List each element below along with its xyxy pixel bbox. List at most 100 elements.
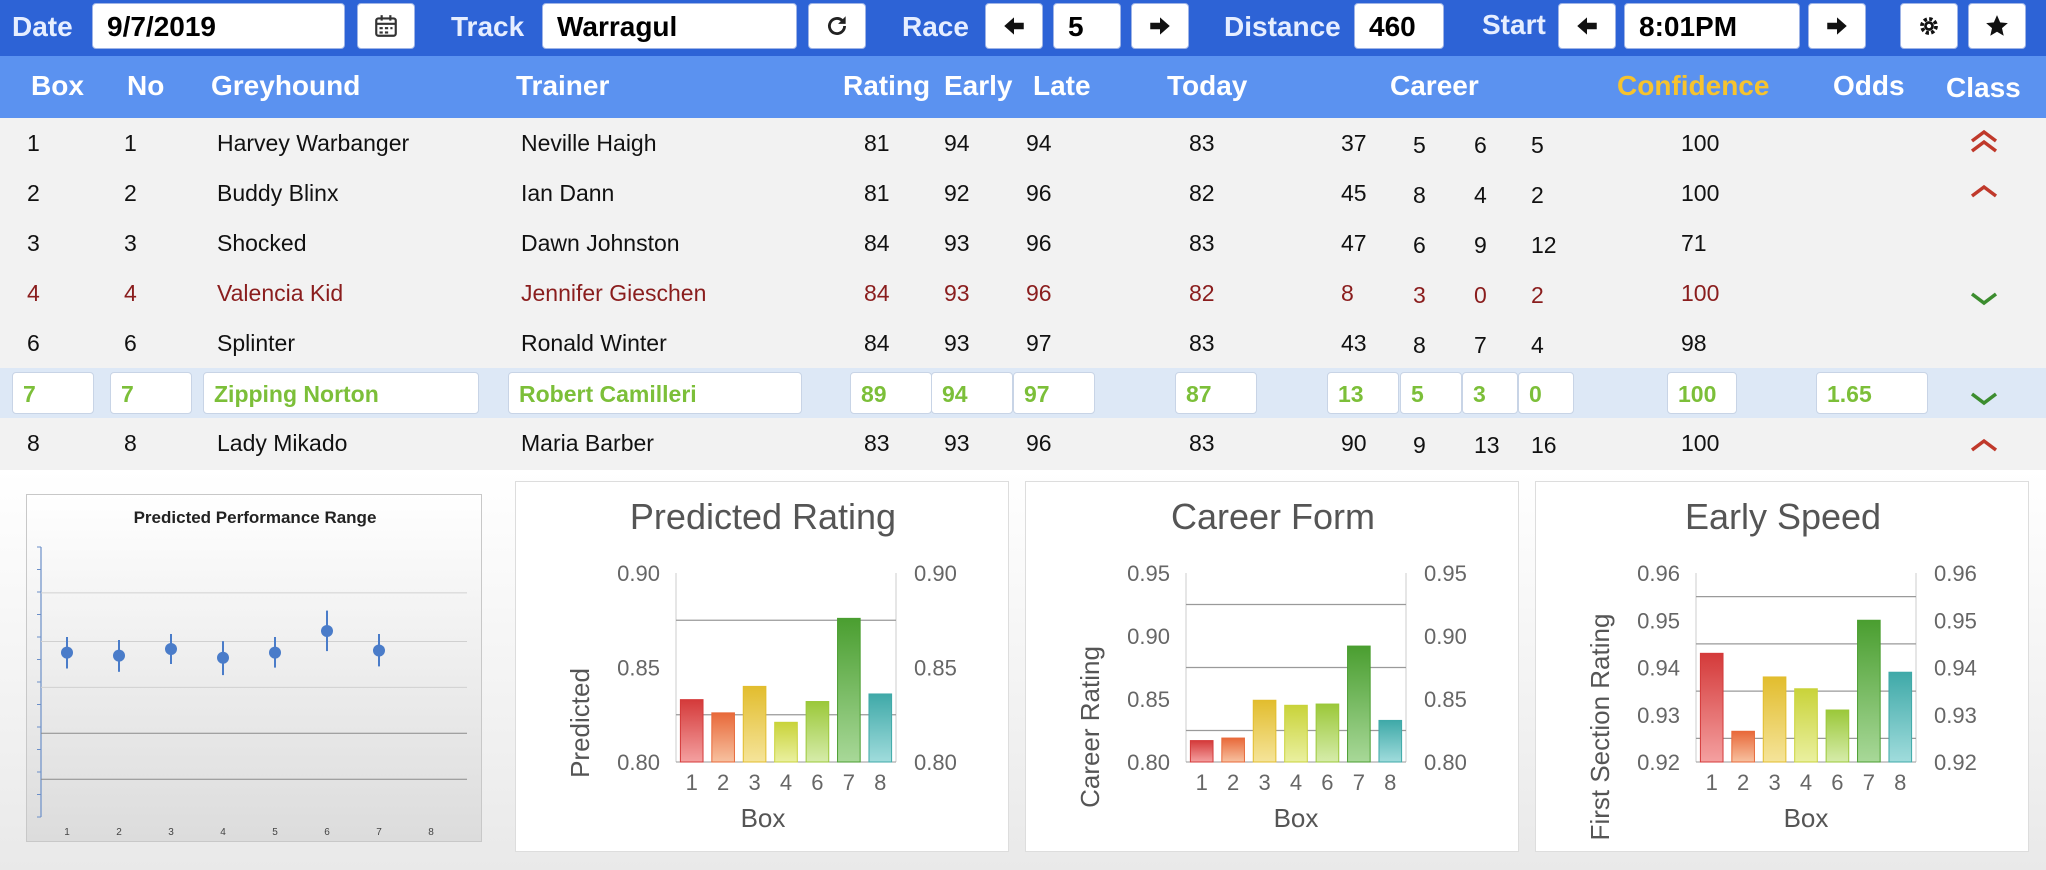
cell-career-3: 7	[1474, 332, 1487, 358]
cell-no: 8	[124, 430, 137, 456]
distance-field[interactable]: 460	[1354, 3, 1444, 49]
col-class[interactable]: Class	[1946, 72, 2021, 103]
x-axis-label: Box	[741, 803, 786, 833]
cell-career-1: 37	[1341, 130, 1367, 156]
x-tick-label: 7	[843, 770, 855, 795]
favorite-button[interactable]	[1968, 3, 2026, 49]
y-tick-label-right: 0.95	[1934, 608, 1977, 633]
cell-greyhound: Splinter	[217, 330, 295, 356]
col-trainer[interactable]: Trainer	[516, 70, 610, 101]
col-rating[interactable]: Rating	[843, 70, 931, 101]
start-prev-button[interactable]	[1558, 3, 1616, 49]
race-prev-button[interactable]	[985, 3, 1043, 49]
cell-no: 1	[124, 130, 137, 156]
x-tick-label: 7	[376, 827, 382, 838]
table-row[interactable]: 4 4 Valencia Kid Jennifer Gieschen 84 93…	[0, 268, 2046, 318]
start-field[interactable]: 8:01PM	[1624, 3, 1800, 49]
runners-table: 1 1 Harvey Warbanger Neville Haigh 81 94…	[0, 118, 2046, 470]
y-tick-label-left: 0.96	[1637, 561, 1680, 586]
x-tick-label: 7	[1863, 770, 1875, 795]
chart-title: Early Speed	[1685, 496, 1881, 537]
race-next-button[interactable]	[1131, 3, 1189, 49]
col-greyhound[interactable]: Greyhound	[211, 70, 361, 101]
cell-career-2[interactable]: 5	[1400, 372, 1462, 414]
cell-career-1[interactable]: 13	[1327, 372, 1399, 414]
track-field[interactable]: Warragul	[542, 3, 797, 49]
table-row-selected[interactable]: 7 7 Zipping Norton Robert Camilleri 89 9…	[0, 368, 2046, 418]
cell-today[interactable]: 87	[1175, 372, 1257, 414]
table-row[interactable]: 3 3 Shocked Dawn Johnston 84 93 96 83 47…	[0, 218, 2046, 268]
cell-career-4: 5	[1531, 132, 1544, 158]
cell-box[interactable]: 7	[12, 372, 94, 414]
cell-today: 83	[1189, 230, 1215, 256]
date-label: Date	[12, 11, 73, 42]
date-field[interactable]: 9/7/2019	[92, 3, 345, 49]
col-today[interactable]: Today	[1167, 70, 1248, 101]
class-down-icon	[1970, 292, 1998, 306]
y-tick-label-left: 0.90	[1127, 624, 1170, 649]
data-point	[269, 646, 281, 659]
cell-early[interactable]: 94	[931, 372, 1013, 414]
y-tick-label-right: 0.85	[914, 656, 957, 681]
cell-greyhound: Lady Mikado	[217, 430, 348, 456]
cell-no: 6	[124, 330, 137, 356]
settings-button[interactable]	[1900, 3, 1958, 49]
bar	[1315, 703, 1340, 763]
col-odds[interactable]: Odds	[1833, 70, 1905, 101]
y-tick-label-right: 0.80	[1424, 750, 1467, 775]
x-tick-label: 3	[1768, 770, 1780, 795]
cell-no: 2	[124, 180, 137, 206]
x-tick-label: 2	[1737, 770, 1749, 795]
x-tick-label: 3	[748, 770, 760, 795]
bar	[1284, 704, 1308, 763]
col-confidence[interactable]: Confidence	[1617, 70, 1770, 101]
class-double-up-icon	[1970, 129, 1998, 153]
cell-career-4[interactable]: 0	[1518, 372, 1574, 414]
cell-confidence[interactable]: 100	[1667, 372, 1737, 414]
x-tick-label: 2	[1227, 770, 1239, 795]
col-no[interactable]: No	[127, 70, 165, 101]
x-tick-label: 4	[1290, 770, 1302, 795]
cell-no[interactable]: 7	[110, 372, 192, 414]
x-tick-label: 1	[64, 827, 70, 838]
start-next-button[interactable]	[1808, 3, 1866, 49]
cell-career-2: 8	[1413, 182, 1426, 208]
early-speed-plot: Early Speed Box First Section Rating 0.9…	[1585, 496, 1977, 840]
x-tick-label: 7	[1353, 770, 1365, 795]
cell-today: 82	[1189, 280, 1215, 306]
cell-box: 4	[27, 280, 40, 306]
cell-trainer[interactable]: Robert Camilleri	[508, 372, 802, 414]
plot-area: 0.92 0.92 0.93 0.93 0.94 0.94 0.95 0.95 0.96 0.96…	[1637, 561, 1977, 795]
cell-confidence: 100	[1681, 280, 1720, 306]
cell-career-4: 4	[1531, 332, 1544, 358]
data-point	[217, 651, 229, 664]
col-box[interactable]: Box	[31, 70, 84, 101]
cell-greyhound[interactable]: Zipping Norton	[203, 372, 479, 414]
race-field[interactable]: 5	[1053, 3, 1121, 49]
cell-career-1: 47	[1341, 230, 1367, 256]
cell-late[interactable]: 97	[1013, 372, 1095, 414]
arrow-right-icon	[1827, 17, 1847, 35]
cell-confidence: 98	[1681, 330, 1707, 356]
predicted-rating-plot: Predicted Rating Box Predicted 0.80 0.800…	[565, 496, 957, 833]
refresh-button[interactable]	[808, 3, 866, 49]
y-tick-label-left: 0.95	[1637, 608, 1680, 633]
table-row[interactable]: 2 2 Buddy Blinx Ian Dann 81 92 96 82 45 …	[0, 168, 2046, 218]
cell-career-3[interactable]: 3	[1462, 372, 1518, 414]
cell-today: 83	[1189, 330, 1215, 356]
y-tick-label-right: 0.93	[1934, 703, 1977, 728]
col-career[interactable]: Career	[1390, 70, 1479, 101]
table-row[interactable]: 1 1 Harvey Warbanger Neville Haigh 81 94…	[0, 118, 2046, 168]
early-speed-chart: Early Speed Box First Section Rating 0.9…	[1535, 481, 2029, 852]
calendar-button[interactable]	[357, 3, 415, 49]
col-early[interactable]: Early	[944, 70, 1013, 101]
cell-odds[interactable]: 1.65	[1816, 372, 1928, 414]
table-row[interactable]: 6 6 Splinter Ronald Winter 84 93 97 83 4…	[0, 318, 2046, 368]
x-axis-label: Box	[1274, 803, 1319, 833]
table-header: Box No Greyhound Trainer Rating Early La…	[0, 56, 2046, 118]
plot-area: 0.80 0.80 0.85 0.85 0.90 0.90 1 2 3 4 6 7 8	[617, 561, 957, 795]
table-row[interactable]: 8 8 Lady Mikado Maria Barber 83 93 96 83…	[0, 418, 2046, 468]
col-late[interactable]: Late	[1033, 70, 1091, 101]
y-tick-label-right: 0.90	[1424, 624, 1467, 649]
cell-rating[interactable]: 89	[850, 372, 932, 414]
